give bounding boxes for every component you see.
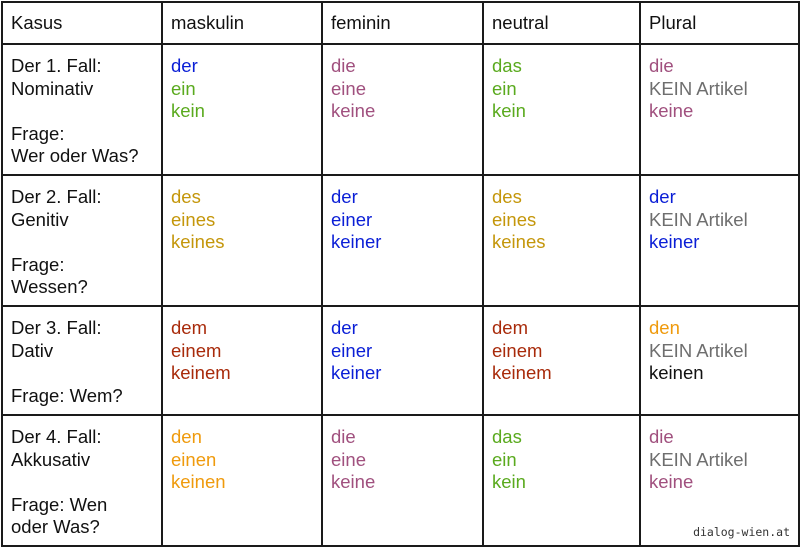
- article: der: [171, 55, 198, 76]
- header-label: Plural: [649, 11, 697, 33]
- cell-plural: der KEIN Artikel keiner: [639, 174, 800, 307]
- cell-feminin: die eine keine: [321, 43, 484, 176]
- article: ein: [492, 448, 517, 470]
- row-akkusativ: Der 4. Fall: Akkusativ Frage: Wen oder W…: [1, 414, 800, 547]
- article: keine: [649, 100, 694, 121]
- kasus-frage: Frage: Wem?: [11, 384, 123, 406]
- header-neutral: neutral: [482, 1, 641, 45]
- cell-plural: die KEIN Artikel keine: [639, 43, 800, 176]
- article: die: [331, 55, 356, 76]
- article: das: [492, 55, 522, 76]
- kasus-name: Dativ: [11, 339, 54, 361]
- article: der: [331, 186, 358, 207]
- kasus-name: Akkusativ: [11, 448, 91, 470]
- kasus-cell: Der 1. Fall: Nominativ Frage: Wer oder W…: [1, 43, 163, 176]
- header-kasus: Kasus: [1, 1, 163, 45]
- kasus-cell: Der 2. Fall: Genitiv Frage: Wessen?: [1, 174, 163, 307]
- article: dem: [492, 317, 528, 338]
- article: KEIN Artikel: [649, 208, 748, 230]
- article: eine: [331, 77, 366, 99]
- article: eine: [331, 448, 366, 470]
- article: KEIN Artikel: [649, 77, 748, 99]
- article: kein: [171, 100, 205, 121]
- header-row: Kasus maskulin feminin neutral Plural: [1, 1, 800, 45]
- cell-maskulin: dem einem keinem: [161, 305, 323, 416]
- article: keinem: [171, 362, 231, 383]
- article: keine: [649, 471, 694, 492]
- article: die: [331, 426, 356, 447]
- cell-feminin: der einer keiner: [321, 305, 484, 416]
- kasus-fall: Der 4. Fall:: [11, 426, 102, 447]
- article: des: [492, 186, 522, 207]
- kasus-cell: Der 4. Fall: Akkusativ Frage: Wen oder W…: [1, 414, 163, 547]
- article: KEIN Artikel: [649, 339, 748, 361]
- kasus-name: Nominativ: [11, 77, 94, 99]
- cell-maskulin: den einen keinen: [161, 414, 323, 547]
- cell-neutral: das ein kein: [482, 43, 641, 176]
- header-label: neutral: [492, 11, 549, 33]
- article: einer: [331, 339, 373, 361]
- article: der: [331, 317, 358, 338]
- article: einen: [171, 448, 217, 470]
- article: einer: [331, 208, 373, 230]
- article: den: [649, 317, 680, 338]
- article: keinen: [649, 362, 704, 383]
- article: kein: [492, 471, 526, 492]
- article: ein: [492, 77, 517, 99]
- kasus-frage: oder Was?: [11, 516, 100, 537]
- article: ein: [171, 77, 196, 99]
- cell-neutral: dem einem keinem: [482, 305, 641, 416]
- article: keinem: [492, 362, 552, 383]
- header-label: Kasus: [11, 11, 63, 33]
- article: keine: [331, 471, 376, 492]
- row-dativ: Der 3. Fall: Dativ Frage: Wem? dem einem…: [1, 305, 800, 416]
- watermark: dialog-wien.at: [691, 524, 792, 540]
- cell-plural: den KEIN Artikel keinen: [639, 305, 800, 416]
- cell-maskulin: des eines keines: [161, 174, 323, 307]
- article: das: [492, 426, 522, 447]
- article: den: [171, 426, 202, 447]
- cell-feminin: die eine keine: [321, 414, 484, 547]
- cell-maskulin: der ein kein: [161, 43, 323, 176]
- kasus-fall: Der 2. Fall:: [11, 186, 102, 207]
- article: KEIN Artikel: [649, 448, 748, 470]
- article: keinen: [171, 471, 226, 492]
- row-nominativ: Der 1. Fall: Nominativ Frage: Wer oder W…: [1, 43, 800, 176]
- header-maskulin: maskulin: [161, 1, 323, 45]
- article: keiner: [331, 231, 382, 252]
- article: die: [649, 55, 674, 76]
- article: keines: [171, 231, 225, 252]
- kasus-frage: Frage:: [11, 122, 65, 144]
- article: keine: [331, 100, 376, 121]
- article: keiner: [331, 362, 382, 383]
- header-label: feminin: [331, 11, 391, 33]
- cell-neutral: das ein kein: [482, 414, 641, 547]
- kasus-name: Genitiv: [11, 208, 69, 230]
- header-feminin: feminin: [321, 1, 484, 45]
- header-plural: Plural: [639, 1, 800, 45]
- header-label: maskulin: [171, 11, 244, 33]
- kasus-fall: Der 1. Fall:: [11, 55, 102, 76]
- kasus-cell: Der 3. Fall: Dativ Frage: Wem?: [1, 305, 163, 416]
- kasus-fall: Der 3. Fall:: [11, 317, 102, 338]
- cell-feminin: der einer keiner: [321, 174, 484, 307]
- article: dem: [171, 317, 207, 338]
- article: des: [171, 186, 201, 207]
- article: keiner: [649, 231, 700, 252]
- article: eines: [492, 208, 537, 230]
- article: eines: [171, 208, 216, 230]
- article: der: [649, 186, 676, 207]
- article: die: [649, 426, 674, 447]
- article: einem: [171, 339, 222, 361]
- article: einem: [492, 339, 543, 361]
- cell-neutral: des eines keines: [482, 174, 641, 307]
- kasus-frage: Wessen?: [11, 276, 88, 297]
- kasus-frage: Wer oder Was?: [11, 145, 139, 166]
- article: keines: [492, 231, 546, 252]
- kasus-frage: Frage: Wen: [11, 493, 108, 515]
- row-genitiv: Der 2. Fall: Genitiv Frage: Wessen? des …: [1, 174, 800, 307]
- article: kein: [492, 100, 526, 121]
- kasus-frage: Frage:: [11, 253, 65, 275]
